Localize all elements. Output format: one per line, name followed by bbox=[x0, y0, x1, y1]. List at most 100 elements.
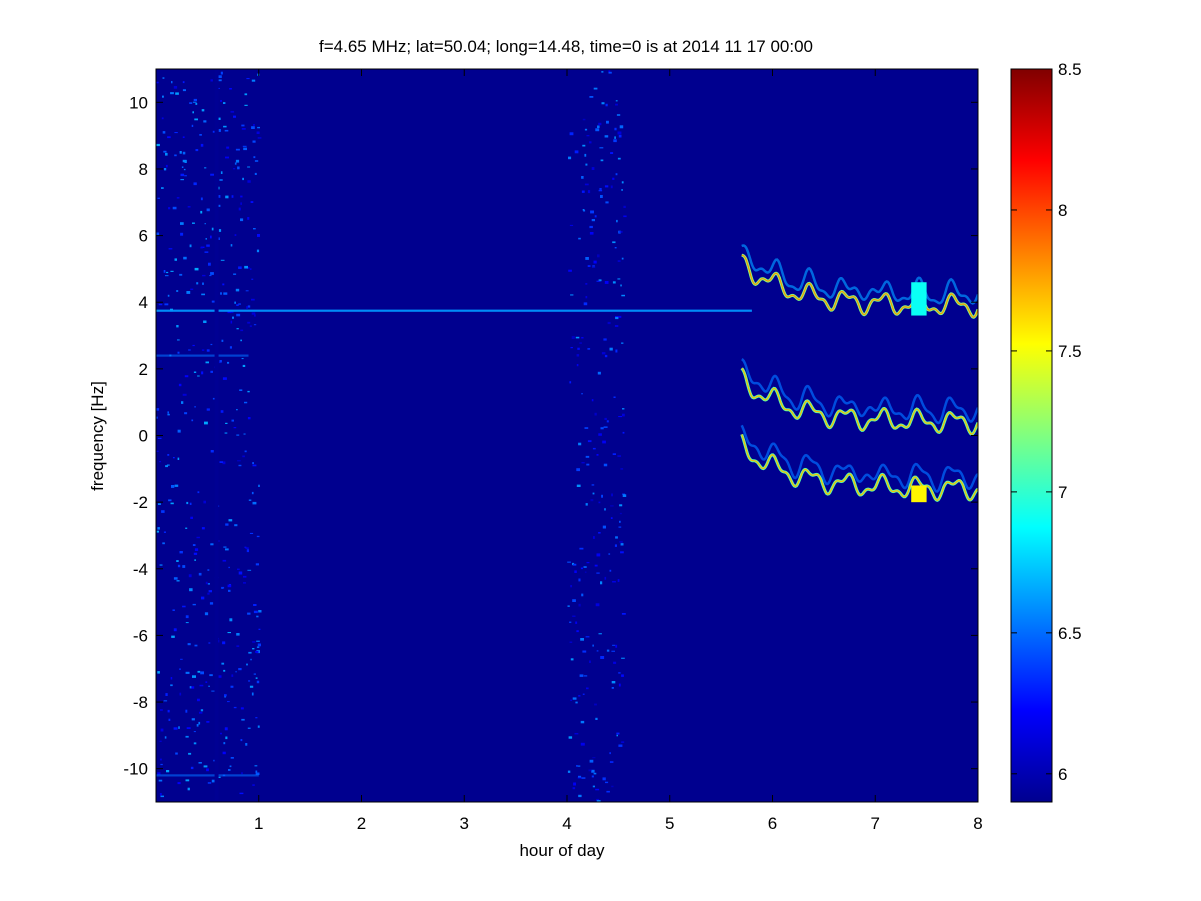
heatmap-cell bbox=[200, 143, 204, 147]
heatmap-cell bbox=[595, 788, 600, 791]
heatmap-cell bbox=[582, 144, 586, 147]
heatmap-cell bbox=[612, 241, 616, 244]
heatmap-cell bbox=[223, 669, 226, 672]
heatmap-cell bbox=[251, 79, 256, 82]
heatmap-cell bbox=[582, 650, 587, 653]
heatmap-cell bbox=[204, 223, 206, 225]
heatmap-cell bbox=[211, 300, 216, 303]
heatmap-cell bbox=[208, 262, 211, 266]
heatmap-cell bbox=[612, 281, 616, 284]
heatmap-cell bbox=[571, 336, 575, 339]
heatmap-cell bbox=[192, 101, 197, 103]
plot-area bbox=[156, 69, 978, 802]
heatmap-cell bbox=[607, 321, 611, 325]
heatmap-cell bbox=[162, 95, 164, 98]
heatmap-cell bbox=[184, 375, 189, 378]
heatmap-cell bbox=[572, 787, 576, 790]
heatmap-cell bbox=[247, 180, 251, 183]
heatmap-cell bbox=[586, 463, 590, 466]
heatmap-cell bbox=[197, 698, 200, 702]
heatmap-cell bbox=[578, 578, 581, 582]
heatmap-cell bbox=[185, 735, 189, 738]
heatmap-cell bbox=[580, 567, 583, 570]
heatmap-cell bbox=[173, 628, 177, 632]
heatmap-cell bbox=[621, 657, 625, 659]
heatmap-cell bbox=[581, 190, 585, 193]
heatmap-cell bbox=[580, 742, 585, 746]
heatmap-cell bbox=[225, 156, 229, 159]
heatmap-cell bbox=[230, 757, 234, 759]
heatmap-cell bbox=[605, 103, 608, 107]
heatmap-cell bbox=[570, 294, 574, 296]
heatmap-cell bbox=[591, 399, 594, 402]
heatmap-cell bbox=[619, 512, 622, 515]
heatmap-cell bbox=[173, 727, 178, 730]
heatmap-cell bbox=[163, 270, 166, 273]
heatmap-cell bbox=[256, 131, 260, 134]
heatmap-cell bbox=[585, 503, 588, 506]
heatmap-cell bbox=[167, 454, 170, 456]
heatmap-cell bbox=[156, 450, 159, 452]
heatmap-cell bbox=[223, 546, 227, 548]
heatmap-cell bbox=[256, 615, 259, 618]
heatmap-cell bbox=[595, 128, 600, 132]
colorbar-tick-label: 7 bbox=[1058, 483, 1067, 502]
heatmap-cell bbox=[185, 709, 188, 713]
heatmap-cell bbox=[598, 122, 602, 126]
heatmap-cell bbox=[619, 540, 623, 543]
heatmap-cell bbox=[165, 275, 169, 277]
heatmap-cell bbox=[162, 542, 165, 545]
heatmap-cell bbox=[241, 358, 244, 360]
heatmap-cell bbox=[161, 510, 165, 513]
heatmap-cell bbox=[602, 777, 606, 781]
heatmap-cell bbox=[611, 785, 614, 788]
heatmap-cell bbox=[181, 166, 184, 168]
heatmap-cell bbox=[255, 770, 258, 774]
heatmap-cell bbox=[233, 706, 237, 709]
heatmap-cell bbox=[621, 342, 624, 344]
heatmap-cell bbox=[595, 603, 600, 607]
heatmap-cell bbox=[253, 610, 258, 614]
heatmap-cell bbox=[212, 397, 217, 400]
heatmap-cell bbox=[210, 235, 212, 239]
heatmap-cell bbox=[589, 96, 594, 98]
heatmap-cell bbox=[604, 354, 608, 358]
heatmap-cell bbox=[179, 692, 182, 696]
heatmap-line bbox=[156, 354, 249, 357]
heatmap-cell bbox=[173, 86, 178, 89]
heatmap-cell bbox=[258, 610, 262, 613]
x-tick-label: 1 bbox=[254, 814, 263, 833]
heatmap-cell bbox=[161, 117, 164, 120]
heatmap-cell bbox=[167, 413, 170, 416]
heatmap-cell bbox=[230, 110, 235, 113]
heatmap-cell bbox=[238, 571, 243, 575]
heatmap-cell bbox=[593, 772, 597, 775]
heatmap-cell bbox=[211, 690, 215, 692]
heatmap-cell bbox=[584, 427, 589, 429]
heatmap-cell bbox=[596, 798, 599, 802]
heatmap-cell bbox=[197, 491, 200, 494]
colorbar-tick-label: 6 bbox=[1058, 765, 1067, 784]
x-axis-label: hour of day bbox=[519, 841, 605, 860]
heatmap-cell bbox=[589, 225, 593, 229]
heatmap-cell bbox=[222, 377, 227, 380]
heatmap-cell bbox=[176, 580, 180, 582]
y-tick-label: -2 bbox=[133, 493, 148, 512]
heatmap-cell bbox=[251, 126, 255, 129]
heatmap-cell bbox=[579, 547, 584, 550]
heatmap-cell bbox=[249, 325, 252, 327]
heatmap-cell bbox=[194, 267, 199, 271]
heatmap-cell bbox=[592, 757, 596, 759]
heatmap-cell bbox=[247, 390, 250, 393]
heatmap-cell bbox=[621, 189, 623, 191]
heatmap-cell bbox=[242, 455, 245, 458]
heatmap-cell bbox=[620, 551, 624, 554]
heatmap-cell bbox=[567, 770, 571, 773]
heatmap-cell bbox=[220, 100, 222, 102]
heatmap-cell bbox=[157, 437, 162, 439]
heatmap-cell bbox=[208, 685, 210, 687]
heatmap-cell bbox=[243, 433, 246, 435]
x-tick-label: 8 bbox=[973, 814, 982, 833]
heatmap-cell bbox=[604, 508, 606, 511]
heatmap-cell bbox=[584, 128, 588, 131]
